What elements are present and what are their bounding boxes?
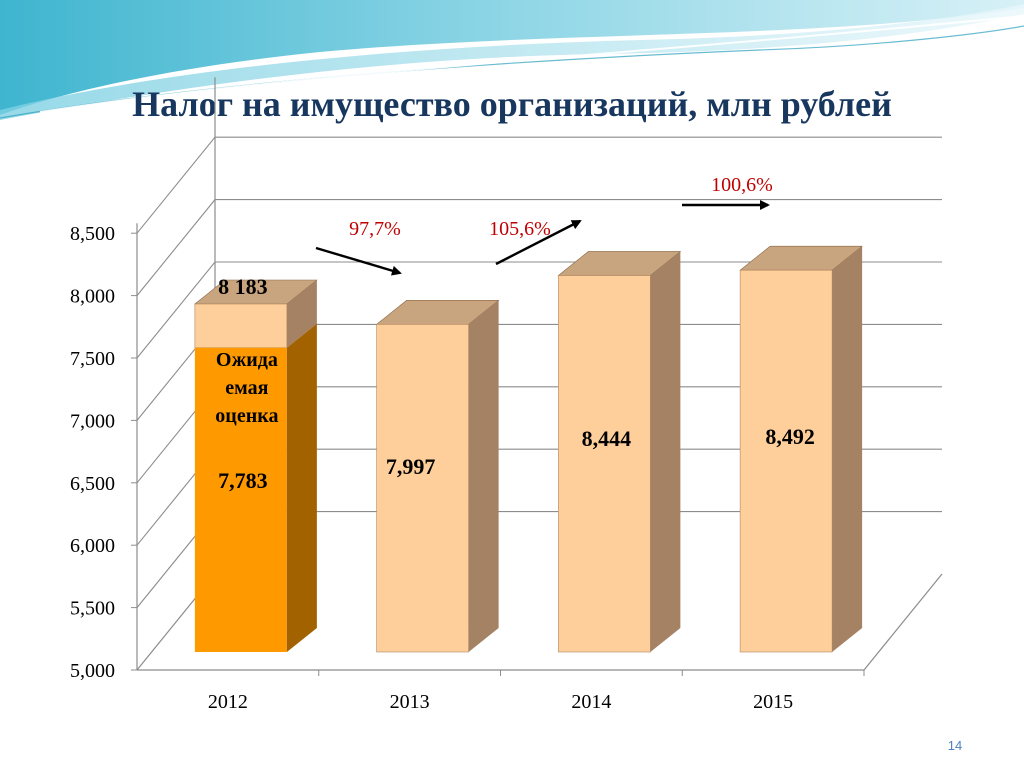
value-label-2012-actual: 7,783 — [218, 468, 268, 493]
bar-2014 — [558, 275, 651, 653]
gridline — [136, 261, 942, 359]
slide-title: Налог на имущество организаций, млн рубл… — [132, 84, 892, 124]
bar-side-2014 — [650, 251, 681, 652]
y-tick-label: 5,500 — [70, 598, 115, 620]
x-tick-label: 2013 — [390, 691, 430, 713]
data-labels: 7,997 8,444 8,492 8 183 Ожида емая оценка 7,783 — [215, 274, 815, 493]
page-number: 14 — [947, 738, 963, 753]
growth-arrows: 97,7% 105,6% 100,6% — [315, 174, 773, 276]
gridline — [136, 136, 942, 234]
chart-bars — [194, 245, 863, 653]
x-tick-label: 2014 — [571, 691, 611, 713]
value-label-2014: 8,444 — [582, 426, 632, 451]
y-axis-ticks: 5,000 5,500 6,000 6,500 7,000 7,500 8,000 8,500 — [70, 223, 115, 682]
x-axis-ticks: 2012 2013 2014 2015 — [208, 670, 865, 713]
bar-2015 — [739, 269, 833, 653]
bar-2013 — [376, 324, 469, 653]
y-tick-label: 6,500 — [70, 473, 115, 495]
y-tick-label: 8,500 — [70, 223, 115, 245]
y-tick-label: 7,000 — [70, 410, 115, 432]
y-tick-label: 8,000 — [70, 286, 115, 308]
background-wave — [0, 0, 1024, 120]
bar-estimate-side-2012 — [286, 280, 317, 348]
estimate-annotation-line: оценка — [215, 405, 278, 427]
estimate-annotation-line: Ожида — [216, 349, 278, 371]
y-tick-label: 6,000 — [70, 535, 115, 557]
growth-label-2013-2014: 105,6% — [489, 218, 551, 240]
growth-label-2014-2015: 100,6% — [711, 174, 773, 196]
bar-2012 — [194, 347, 287, 652]
y-tick-label: 7,500 — [70, 348, 115, 370]
x-tick-label: 2015 — [753, 691, 793, 713]
growth-label-2012-2013: 97,7% — [349, 218, 401, 240]
estimate-annotation-line: емая — [225, 377, 268, 399]
value-label-2012-estimate: 8 183 — [218, 274, 268, 299]
gridline — [136, 199, 942, 296]
growth-arrow-2013-2014 — [495, 219, 582, 266]
growth-arrow-2012-2013 — [315, 246, 402, 276]
value-label-2015: 8,492 — [765, 424, 815, 449]
y-tick-label: 5,000 — [70, 660, 115, 682]
bar-side-2013 — [468, 300, 499, 652]
bar-side-2012 — [286, 323, 317, 652]
bar-side-2015 — [832, 246, 863, 652]
x-tick-label: 2012 — [208, 691, 248, 713]
value-label-2013: 7,997 — [386, 454, 436, 479]
bar-estimate-2012 — [194, 303, 288, 349]
